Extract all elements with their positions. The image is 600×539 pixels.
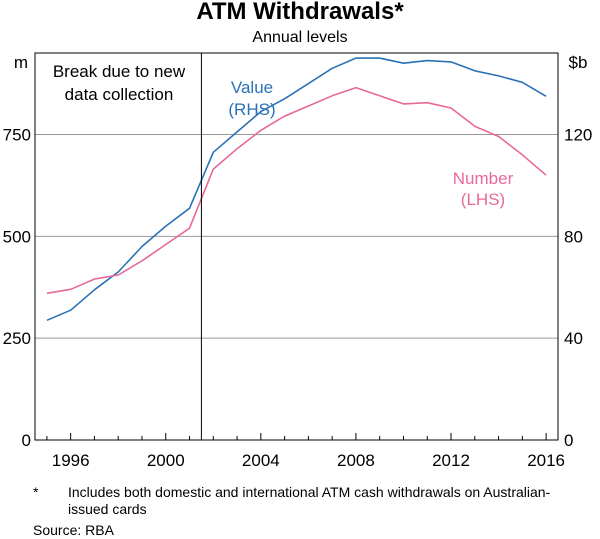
y-right-tick-label: 120: [564, 125, 592, 144]
number-series-axis-note: (LHS): [461, 190, 505, 209]
left-axis-unit: m: [14, 53, 28, 72]
tick-labels: 0 250 500 750 0 40 80 120 1996 2000 2004 2008 2012 20…: [3, 125, 593, 470]
chart-subtitle: Annual levels: [252, 29, 347, 46]
value-series-label: Value: [231, 78, 273, 97]
chart-title: ATM Withdrawals*: [196, 0, 404, 25]
number-series-label: Number: [453, 169, 514, 188]
value-series-axis-note: (RHS): [228, 100, 275, 119]
y-left-tick-label: 250: [3, 329, 31, 348]
chart: ATM Withdrawals* Annual levels m $b 0 250…: [3, 0, 593, 470]
x-tick-label: 1996: [52, 451, 90, 470]
x-tick-label: 2008: [337, 451, 375, 470]
footnote-mark: *: [33, 484, 39, 500]
y-right-tick-label: 40: [564, 329, 583, 348]
y-left-tick-label: 750: [3, 125, 31, 144]
y-right-tick-label: 80: [564, 227, 583, 246]
x-tick-label: 2000: [147, 451, 185, 470]
source-note: Source: RBA: [33, 522, 114, 538]
x-tick-label: 2004: [242, 451, 280, 470]
break-label-line1: Break due to new: [53, 62, 186, 81]
y-left-tick-label: 0: [22, 431, 31, 450]
break-label-line2: data collection: [65, 85, 174, 104]
ticks: [46, 433, 547, 440]
gridlines: [35, 133, 558, 339]
number-series-line: [46, 86, 547, 295]
value-series-line: [46, 57, 547, 322]
y-left-tick-label: 500: [3, 227, 31, 246]
y-right-tick-label: 0: [564, 431, 573, 450]
series-lines: [46, 57, 547, 322]
right-axis-unit: $b: [569, 53, 588, 72]
plot-frame: [34, 52, 559, 441]
x-tick-label: 2016: [527, 451, 565, 470]
footnote-text: Includes both domestic and international…: [68, 484, 551, 517]
x-tick-label: 2012: [432, 451, 470, 470]
